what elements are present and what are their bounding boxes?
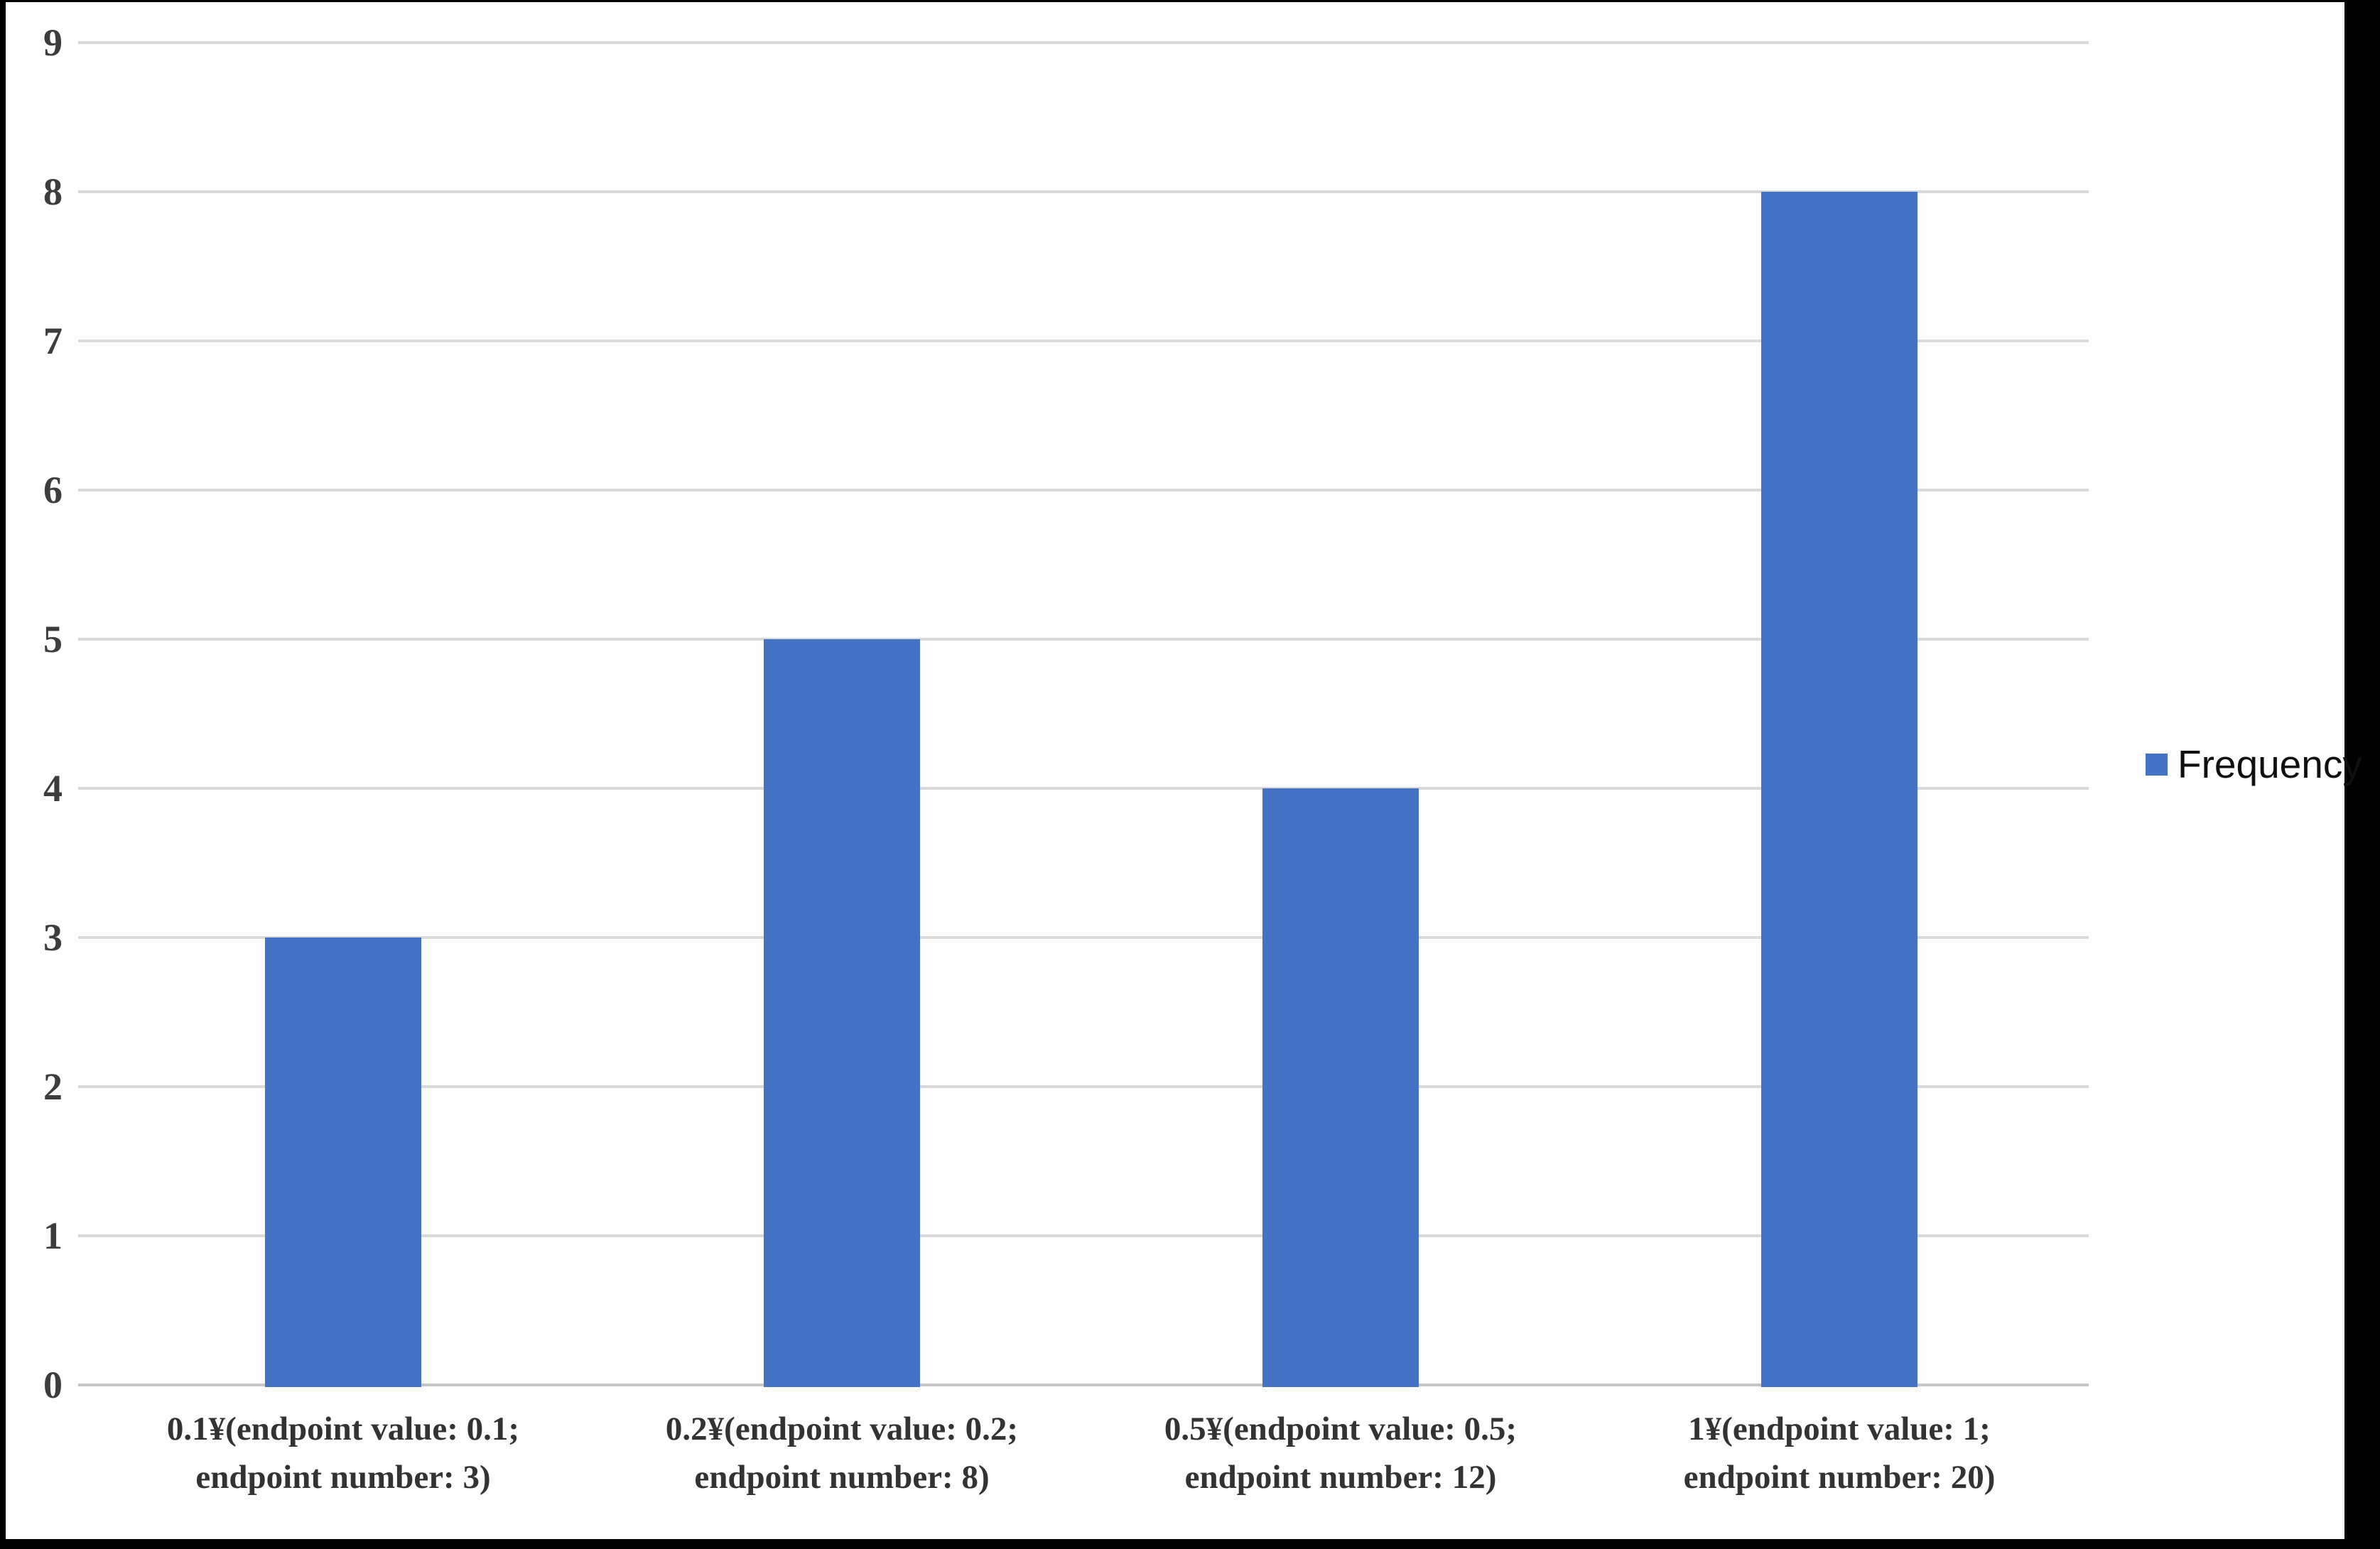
gridline	[78, 190, 2089, 193]
y-tick-label: 7	[43, 320, 63, 362]
y-tick-label: 1	[43, 1214, 63, 1257]
bar-frequency-3	[1761, 192, 1917, 1387]
x-tick-label: 0.5¥(endpoint value: 0.5; endpoint numbe…	[1164, 1411, 1518, 1496]
y-tick-label: 5	[43, 618, 63, 661]
x-tick-label: 1¥(endpoint value: 1; endpoint number: 2…	[1683, 1411, 1996, 1496]
bar-frequency-1	[764, 639, 920, 1387]
y-tick-label: 8	[43, 170, 63, 213]
y-tick-label: 4	[43, 767, 63, 810]
gridline	[78, 1384, 2089, 1386]
gridline	[78, 936, 2089, 939]
gridline	[78, 1085, 2089, 1088]
gridline	[78, 41, 2089, 44]
x-tick-label: 0.1¥(endpoint value: 0.1; endpoint numbe…	[166, 1411, 520, 1496]
gridline	[78, 638, 2089, 641]
gridline	[78, 787, 2089, 790]
legend-label: Frequency	[2178, 742, 2362, 786]
gridline	[78, 339, 2089, 342]
y-tick-label: 3	[43, 916, 63, 959]
y-tick-label: 2	[43, 1065, 63, 1108]
legend: Frequency	[2146, 741, 2362, 787]
bar-frequency-0	[265, 937, 421, 1387]
y-tick-label: 6	[43, 469, 63, 511]
x-tick-label: 0.2¥(endpoint value: 0.2; endpoint numbe…	[665, 1411, 1019, 1496]
gridline	[78, 489, 2089, 491]
gridline	[78, 1234, 2089, 1237]
legend-swatch-icon	[2146, 753, 2168, 776]
y-tick-label: 9	[43, 21, 63, 64]
y-tick-label: 0	[43, 1364, 63, 1406]
bar-frequency-2	[1262, 788, 1419, 1387]
